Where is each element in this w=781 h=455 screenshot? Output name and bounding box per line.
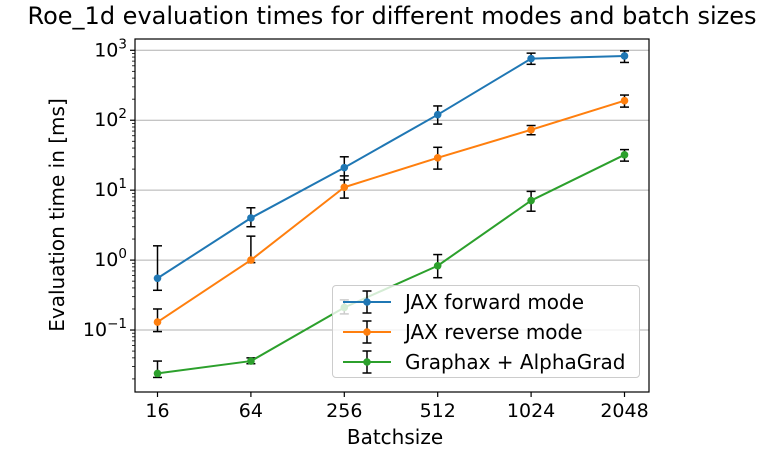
data-point-jax-reverse-mode (620, 96, 629, 105)
x-tick-label: 64 (239, 400, 263, 422)
legend-item: JAX forward mode (340, 287, 639, 317)
data-point-graphax-alphagrad (527, 196, 535, 205)
data-point-jax-reverse-mode (527, 125, 535, 134)
data-point-jax-forward-mode (433, 110, 442, 119)
y-tick-label: 103 (94, 36, 127, 61)
y-tick-label: 100 (94, 246, 127, 271)
data-point-jax-reverse-mode (247, 256, 255, 264)
data-point-graphax-alphagrad (620, 151, 629, 159)
data-point-jax-reverse-mode (340, 183, 349, 192)
data-point-graphax-alphagrad (247, 357, 255, 365)
data-point-jax-reverse-mode (153, 318, 162, 326)
legend-label: Graphax + AlphaGrad (405, 350, 626, 374)
y-tick-label: 102 (94, 106, 127, 131)
data-point-jax-reverse-mode (433, 154, 442, 162)
chart-title: Roe_1d evaluation times for different mo… (27, 2, 757, 30)
x-tick-label: 2048 (600, 400, 648, 422)
legend-errorbar-handle-icon (343, 320, 391, 344)
y-tick-label: 101 (94, 176, 127, 201)
data-point-graphax-alphagrad (153, 369, 162, 378)
series-jax-reverse-mode (153, 94, 629, 333)
x-tick-label: 16 (145, 400, 169, 422)
series-line-jax-forward-mode (156, 54, 625, 280)
x-tick-label: 512 (420, 400, 456, 422)
data-point-graphax-alphagrad (433, 261, 442, 270)
plot-frame (134, 38, 650, 393)
data-point-jax-forward-mode (340, 163, 349, 172)
data-point-jax-forward-mode (620, 52, 629, 60)
legend-errorbar-handle-icon (343, 290, 391, 314)
series-line-jax-reverse-mode (156, 99, 625, 323)
x-tick-label: 1024 (507, 400, 555, 422)
data-point-jax-forward-mode (527, 54, 535, 63)
y-tick-label: 10−1 (83, 316, 127, 341)
legend-item: JAX reverse mode (340, 317, 639, 347)
legend-item: Graphax + AlphaGrad (340, 347, 639, 377)
x-tick-label: 256 (326, 400, 362, 422)
series-jax-forward-mode (153, 50, 629, 292)
x-axis-label: Batchsize (346, 425, 444, 449)
y-axis-label: Evaluation time in [ms] (45, 98, 69, 332)
legend-errorbar-handle-icon (343, 350, 391, 374)
data-point-jax-forward-mode (247, 214, 255, 222)
data-point-jax-forward-mode (153, 274, 162, 283)
legend: JAX forward mode JAX reverse mode Graphax … (332, 285, 640, 378)
legend-label: JAX forward mode (405, 290, 585, 314)
legend-label: JAX reverse mode (405, 320, 583, 344)
